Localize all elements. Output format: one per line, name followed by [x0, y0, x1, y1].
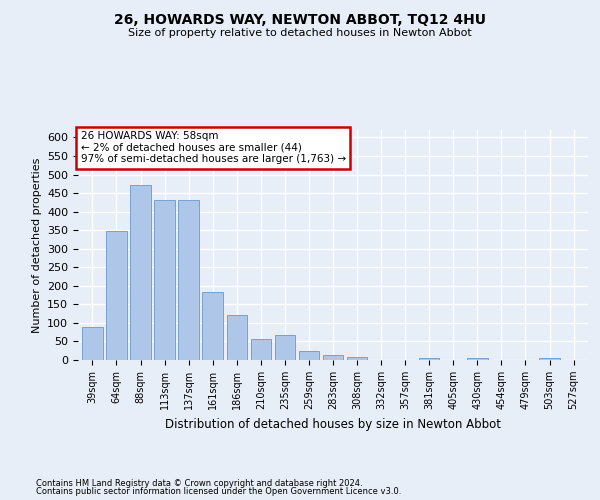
Bar — [323, 355, 343, 360]
Text: 26, HOWARDS WAY, NEWTON ABBOT, TQ12 4HU: 26, HOWARDS WAY, NEWTON ABBOT, TQ12 4HU — [114, 12, 486, 26]
Text: Contains HM Land Registry data © Crown copyright and database right 2024.: Contains HM Land Registry data © Crown c… — [36, 478, 362, 488]
Bar — [275, 335, 295, 360]
Bar — [106, 230, 127, 360]
Bar — [347, 356, 367, 360]
Y-axis label: Number of detached properties: Number of detached properties — [32, 158, 41, 332]
Bar — [202, 292, 223, 360]
Bar — [82, 328, 103, 360]
Text: 26 HOWARDS WAY: 58sqm
← 2% of detached houses are smaller (44)
97% of semi-detac: 26 HOWARDS WAY: 58sqm ← 2% of detached h… — [80, 131, 346, 164]
Text: Contains public sector information licensed under the Open Government Licence v3: Contains public sector information licen… — [36, 487, 401, 496]
Bar — [130, 185, 151, 360]
Bar — [467, 358, 488, 360]
Bar — [227, 314, 247, 360]
Text: Size of property relative to detached houses in Newton Abbot: Size of property relative to detached ho… — [128, 28, 472, 38]
Bar — [154, 200, 175, 360]
Bar — [539, 358, 560, 360]
Bar — [299, 350, 319, 360]
Bar — [419, 358, 439, 360]
X-axis label: Distribution of detached houses by size in Newton Abbot: Distribution of detached houses by size … — [165, 418, 501, 430]
Bar — [251, 339, 271, 360]
Bar — [178, 200, 199, 360]
